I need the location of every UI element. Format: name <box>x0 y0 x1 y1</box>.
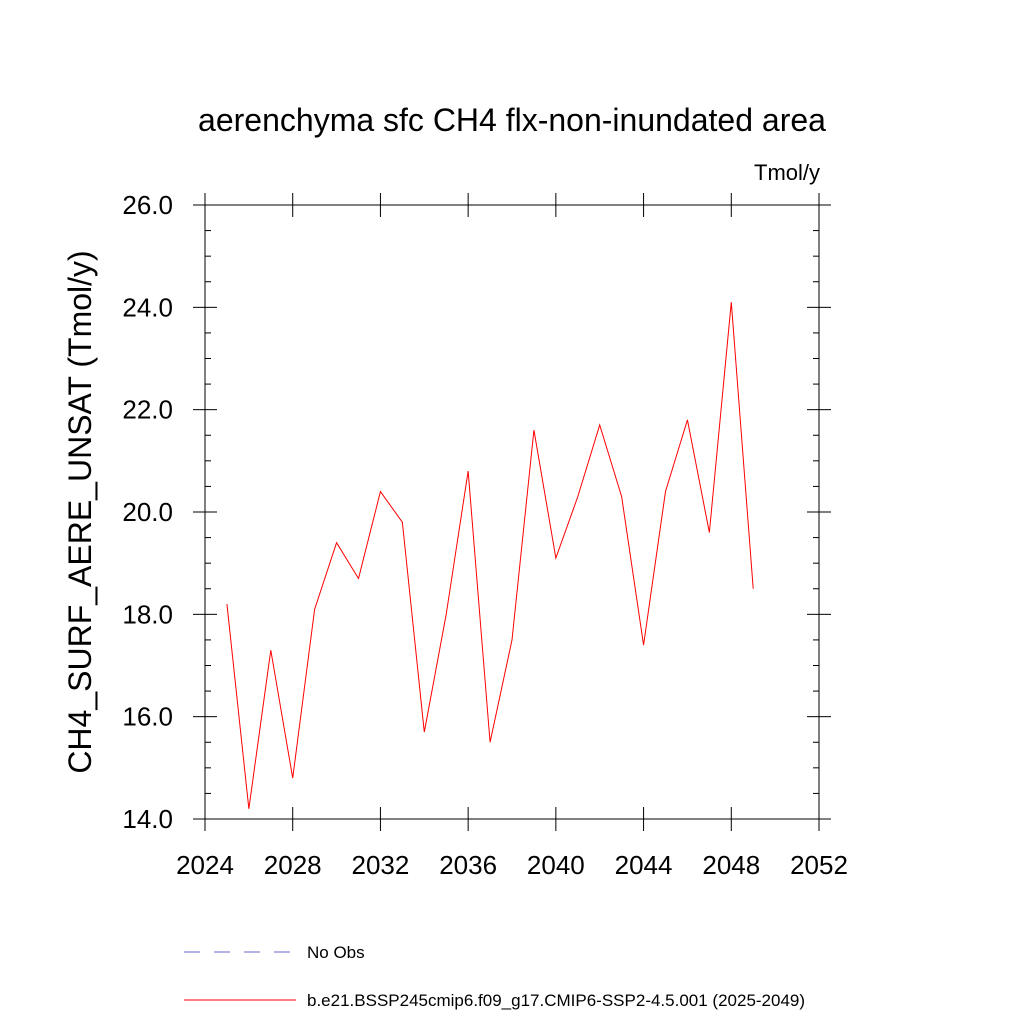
series-line <box>226 302 754 809</box>
y-tick-label: 20.0 <box>122 497 173 527</box>
y-axis-label: CH4_SURF_AERE_UNSAT (Tmol/y) <box>62 250 98 773</box>
chart-title: aerenchyma sfc CH4 flx-non-inundated are… <box>198 102 826 138</box>
x-tick-label: 2048 <box>702 850 760 880</box>
y-tick-label: 16.0 <box>122 702 173 732</box>
legend-label: No Obs <box>307 943 365 962</box>
plot-frame <box>204 204 820 820</box>
x-tick-label: 2040 <box>527 850 585 880</box>
y-tick-label: 22.0 <box>122 395 173 425</box>
x-tick-label: 2028 <box>264 850 322 880</box>
x-tick-label: 2032 <box>352 850 410 880</box>
x-tick-label: 2024 <box>176 850 234 880</box>
x-tick-label: 2044 <box>615 850 673 880</box>
y-tick-label: 24.0 <box>122 292 173 322</box>
axis-tick-labels: 2024 2028 2032 2036 2040 2044 2048 2052 14.0 16.0… <box>122 190 848 880</box>
axis-ticks <box>193 193 831 831</box>
y-tick-label: 26.0 <box>122 190 173 220</box>
series-lines <box>226 302 754 809</box>
y-tick-label: 14.0 <box>122 804 173 834</box>
legend-label: b.e21.BSSP245cmip6.f09_g17.CMIP6-SSP2-4.… <box>307 991 805 1010</box>
x-tick-label: 2036 <box>439 850 497 880</box>
units-label: Tmol/y <box>754 160 820 185</box>
x-tick-label: 2052 <box>790 850 848 880</box>
y-tick-label: 18.0 <box>122 599 173 629</box>
legend: No Obs b.e21.BSSP245cmip6.f09_g17.CMIP6-S… <box>184 943 805 1010</box>
